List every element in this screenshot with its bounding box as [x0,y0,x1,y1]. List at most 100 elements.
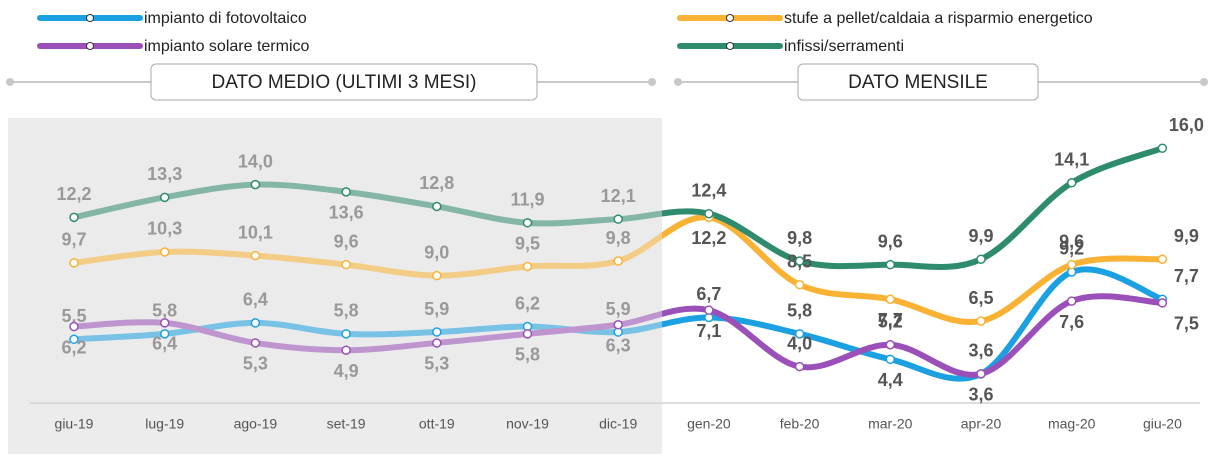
data-label: 14,1 [1054,150,1089,170]
data-label: 6,3 [606,335,631,355]
point [522,329,533,339]
point [1157,143,1168,153]
data-label: 10,3 [147,219,182,239]
x-tick-label: gen-20 [687,416,731,432]
data-label: 9,9 [968,226,993,246]
section-title: DATO MENSILE [848,72,988,93]
point [976,254,986,264]
point [885,259,896,270]
point [250,338,261,348]
point [613,319,623,330]
point [69,258,79,268]
data-label: 6,2 [515,293,540,313]
x-tick-label: dic-19 [599,416,637,432]
section-dot [6,78,14,86]
data-label: 12,1 [601,186,636,206]
data-label: 14,0 [238,151,273,171]
data-label: 5,2 [878,312,903,332]
data-label: 4,4 [878,370,903,390]
data-label: 7,1 [696,321,721,341]
data-label: 9,8 [787,228,812,248]
data-label: 9,6 [1059,231,1084,251]
point [885,294,896,305]
legend-marker [86,14,94,22]
point [432,270,442,281]
point [341,259,351,270]
section-dot [1200,78,1208,86]
x-tick-label: mar-20 [868,416,913,432]
x-tick-label: mag-20 [1048,416,1096,432]
x-tick-label: feb-20 [780,416,820,432]
data-label: 5,5 [61,306,86,326]
point [69,321,79,332]
data-label: 5,8 [152,301,177,321]
data-label: 9,8 [606,228,631,248]
data-label: 10,1 [238,222,273,242]
data-label: 5,8 [334,301,359,321]
data-label: 12,8 [419,173,454,193]
point [522,261,533,272]
x-tick-label: ago-19 [234,416,278,432]
data-label: 5,9 [424,299,449,319]
point [976,369,986,379]
data-label: 12,4 [691,180,726,200]
x-tick-label: set-19 [327,416,366,432]
point [432,327,442,337]
data-label: 9,7 [61,230,86,250]
point [794,361,805,372]
point [250,179,261,190]
fade-overlay [8,118,662,403]
legend-label: infissi/serramenti [784,38,904,55]
point [159,318,170,328]
point [794,279,805,290]
data-label: 3,6 [968,385,993,405]
data-label: 6,2 [61,337,86,357]
data-label: 5,8 [787,301,812,321]
point [341,187,351,197]
point [159,192,170,203]
data-label: 6,5 [968,288,993,308]
point [1157,254,1168,264]
data-label: 12,2 [691,228,726,248]
point [522,218,533,228]
point [794,329,805,339]
point [1066,296,1077,306]
point [432,338,442,348]
point [613,256,623,266]
point [794,256,805,266]
data-label: 5,3 [424,354,449,374]
section-box [150,63,538,101]
point [159,247,170,257]
point [704,305,714,315]
point [341,329,351,339]
x-tick-label: ott-19 [419,416,455,432]
data-label: 7,7 [1174,266,1199,286]
data-label: 6,4 [243,290,268,310]
point [1066,178,1077,188]
point [250,250,261,261]
section-dot [648,78,656,86]
x-tick-label: giu-20 [1143,416,1182,432]
data-label: 9,6 [878,231,903,251]
data-label: 3,6 [968,341,993,361]
x-tick-label: nov-19 [506,416,549,432]
legend-label: impianto di fotovoltaico [144,10,307,27]
data-label: 6,7 [696,284,721,304]
data-label: 5,8 [515,345,540,365]
data-label: 7,6 [1059,312,1084,332]
data-label: 4,0 [787,333,812,353]
data-label: 9,0 [424,242,449,262]
data-label: 9,2 [1059,239,1084,259]
legend-label: impianto solare termico [144,38,310,55]
point [1066,259,1077,270]
legend-marker [86,42,94,50]
data-label: 7,5 [1174,314,1199,334]
legend-marker [726,42,734,50]
point [613,214,623,224]
point [341,345,351,355]
data-label: 6,4 [152,334,177,354]
x-tick-label: giu-19 [55,416,94,432]
data-label: 11,9 [510,190,544,210]
section-box [797,63,1039,101]
